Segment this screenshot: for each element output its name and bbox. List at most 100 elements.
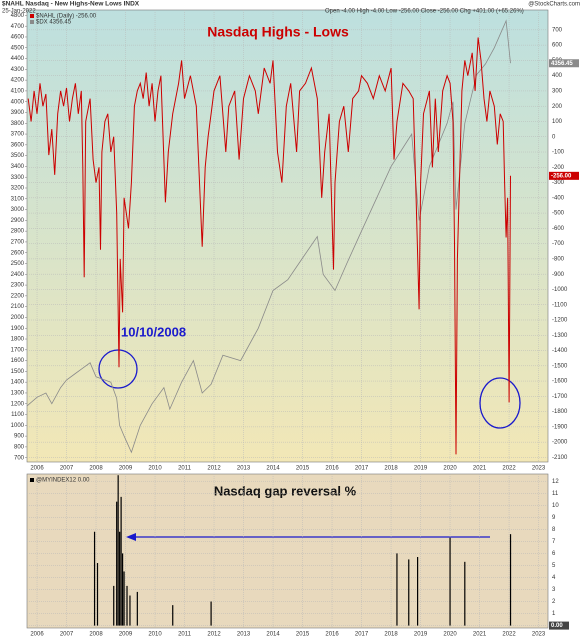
y-tick-label: 4000 <box>11 99 25 105</box>
x-tick-label: 2011 <box>178 632 192 638</box>
y-tick-label: 4200 <box>11 78 25 84</box>
y2-tick-label: -100 <box>552 150 565 156</box>
bar <box>123 571 125 626</box>
y2-tick-label: -500 <box>552 211 565 217</box>
x-tick-label: 2011 <box>178 466 192 472</box>
y-tick-label: 8 <box>552 527 556 533</box>
y2-tick-label: 300 <box>552 89 563 95</box>
y-tick-label: 3 <box>552 587 556 593</box>
x-tick-label: 2019 <box>414 466 428 472</box>
y-tick-label: 3500 <box>11 153 25 159</box>
y2-tick-label: -800 <box>552 256 565 262</box>
x-tick-label: 2016 <box>325 632 339 638</box>
bar <box>113 585 115 626</box>
value-tag-box <box>549 171 579 180</box>
bar <box>172 605 174 626</box>
x-tick-label: 2012 <box>207 632 221 638</box>
bar <box>121 553 124 626</box>
bar <box>129 595 131 626</box>
bar <box>119 531 121 626</box>
y-tick-label: 2700 <box>11 240 25 246</box>
x-tick-label: 2007 <box>60 632 74 638</box>
bar <box>96 563 99 626</box>
y-tick-label: 3000 <box>11 207 25 213</box>
y-tick-label: 1500 <box>11 369 25 375</box>
series-line <box>27 37 511 455</box>
y2-tick-label: -700 <box>552 241 565 247</box>
x-tick-label: 2010 <box>148 466 162 472</box>
highlight-circle <box>98 349 138 389</box>
y2-tick-label: -1800 <box>552 409 568 415</box>
y-tick-label: 1 <box>552 611 556 617</box>
legend-swatch <box>30 14 34 18</box>
y2-tick-label: 100 <box>552 119 563 125</box>
y-tick-label: 3600 <box>11 142 25 148</box>
y-tick-label: 1900 <box>11 326 25 332</box>
y2-tick-label: 600 <box>552 43 563 49</box>
value-tag: 0.00 <box>551 623 563 629</box>
y2-tick-label: -1600 <box>552 379 568 385</box>
y-tick-label: 2500 <box>11 261 25 267</box>
y-tick-label: 4300 <box>11 67 25 73</box>
y-tick-label: 2900 <box>11 218 25 224</box>
y2-tick-label: -200 <box>552 165 565 171</box>
value-tag: -256.00 <box>551 173 572 179</box>
panel-title: Nasdaq gap reversal % <box>214 483 357 498</box>
y-tick-label: 1100 <box>11 412 25 418</box>
y-tick-label: 10 <box>552 503 559 509</box>
y2-tick-label: -1300 <box>552 333 568 339</box>
y-tick-label: 2100 <box>11 304 25 310</box>
x-tick-label: 2014 <box>266 632 280 638</box>
x-tick-label: 2021 <box>473 632 487 638</box>
x-tick-label: 2006 <box>30 632 44 638</box>
x-tick-label: 2007 <box>60 466 74 472</box>
legend-label: $NAHL (Daily) -256.00 <box>36 14 97 20</box>
x-tick-label: 2013 <box>237 466 251 472</box>
bar <box>449 537 451 626</box>
y-tick-label: 12 <box>552 479 559 485</box>
y-tick-label: 1300 <box>11 391 25 397</box>
bar <box>509 534 512 626</box>
y-tick-label: 3400 <box>11 164 25 170</box>
y-tick-label: 3100 <box>11 196 25 202</box>
bar <box>136 591 138 626</box>
value-tag-box <box>549 59 579 68</box>
x-tick-label: 2023 <box>532 632 546 638</box>
value-tag: 4356.45 <box>551 61 573 67</box>
bar <box>210 601 212 626</box>
y-tick-label: 1200 <box>11 401 25 407</box>
y-tick-label: 4400 <box>11 56 25 62</box>
y2-tick-label: -900 <box>552 272 565 278</box>
y-tick-label: 6 <box>552 551 556 557</box>
y-tick-label: 9 <box>552 515 556 521</box>
arrow-head <box>126 533 136 541</box>
x-tick-label: 2017 <box>355 632 369 638</box>
x-tick-label: 2010 <box>148 632 162 638</box>
y2-tick-label: -2100 <box>552 455 568 461</box>
bar <box>408 559 410 626</box>
y-tick-label: 4100 <box>11 88 25 94</box>
x-tick-label: 2013 <box>237 632 251 638</box>
x-tick-label: 2006 <box>30 466 44 472</box>
bar <box>126 585 128 626</box>
y2-tick-label: 700 <box>552 27 563 33</box>
legend-label: $DX 4356.45 <box>36 20 72 26</box>
x-tick-label: 2012 <box>207 466 221 472</box>
x-tick-label: 2022 <box>502 632 516 638</box>
y-tick-label: 4500 <box>11 45 25 51</box>
y-tick-label: 4 <box>552 575 556 581</box>
legend-swatch <box>30 20 34 24</box>
legend-swatch <box>30 478 34 482</box>
x-tick-label: 2018 <box>384 632 398 638</box>
y-tick-label: 2000 <box>11 315 25 321</box>
y-tick-label: 800 <box>14 444 25 450</box>
y-tick-label: 2600 <box>11 250 25 256</box>
header-quote: Open -4.00 High -4.00 Low -256.00 Close … <box>325 9 524 15</box>
chart-title: Nasdaq Highs - Lows <box>207 24 349 40</box>
y-tick-label: 900 <box>14 434 25 440</box>
y-tick-label: 2400 <box>11 272 25 278</box>
x-tick-label: 2023 <box>532 466 546 472</box>
y2-tick-label: 200 <box>552 104 563 110</box>
x-tick-label: 2008 <box>89 632 103 638</box>
x-tick-label: 2009 <box>119 632 133 638</box>
